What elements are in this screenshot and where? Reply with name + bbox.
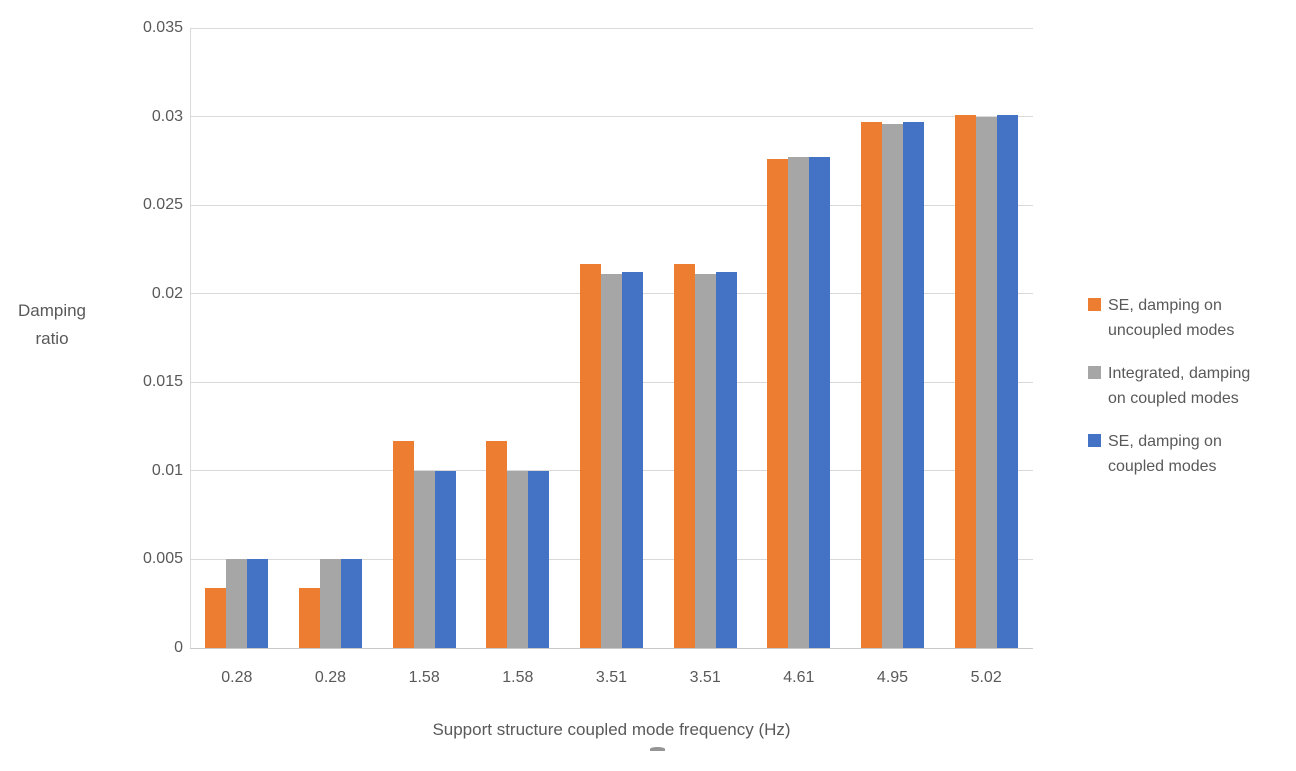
legend-swatch-icon: [1088, 366, 1101, 379]
bar-series2-group7: [788, 157, 810, 648]
x-tick-label: 5.02: [970, 669, 1002, 686]
legend-item-1: SE, damping on uncoupled modes: [1088, 293, 1293, 343]
y-tick-label: 0.02: [151, 284, 183, 302]
y-axis-line: [190, 28, 191, 648]
legend-label-line: uncoupled modes: [1108, 322, 1235, 339]
y-axis-title-line2: ratio: [35, 329, 69, 348]
y-tick-label: 0.01: [151, 461, 183, 479]
bar-series2-group2: [320, 559, 341, 648]
bar-series1-group6: [673, 263, 695, 648]
legend: SE, damping on uncoupled modes Integrated,…: [1088, 293, 1293, 497]
bar-series1-group8: [861, 121, 882, 648]
x-tick-label: 3.51: [689, 669, 721, 686]
bar-series3-group2: [341, 559, 362, 648]
x-tick-label: 4.95: [876, 669, 909, 686]
bar-series1-group9: [954, 114, 976, 648]
bar-series1-group3: [392, 440, 414, 648]
bar-series2-group1: [226, 559, 248, 648]
gridline-0.025: [190, 204, 1033, 206]
legend-item-2: Integrated, damping on coupled modes: [1088, 361, 1293, 411]
bar-series3-group4: [528, 470, 550, 648]
legend-label-line: Integrated, damping: [1108, 365, 1251, 382]
y-tick-label: 0.03: [151, 107, 183, 125]
x-tick-label: 4.61: [783, 669, 815, 686]
bar-series3-group6: [715, 272, 737, 648]
x-axis-line: [190, 648, 1033, 649]
legend-label-line: SE, damping on: [1108, 297, 1222, 314]
bar-series2-group5: [601, 274, 622, 648]
y-tick-label: 0: [174, 639, 183, 656]
bar-series1-group7: [767, 159, 789, 648]
bar-series3-group5: [622, 272, 643, 648]
legend-label: SE, damping on uncoupled modes: [1108, 293, 1234, 343]
legend-label: Integrated, damping on coupled modes: [1108, 361, 1250, 411]
x-axis-title: Support structure coupled mode frequency…: [432, 720, 791, 739]
bar-series2-group3: [413, 470, 435, 648]
bar-series1-group1: [205, 587, 227, 648]
x-tick-label: 1.58: [502, 669, 534, 686]
x-tick-label: 3.51: [595, 669, 628, 686]
legend-item-3: SE, damping on coupled modes: [1088, 429, 1293, 479]
bar-series1-group2: [299, 587, 320, 648]
bar-series1-group4: [486, 440, 508, 648]
x-tick-label: 0.28: [221, 669, 253, 686]
bar-series3-group9: [996, 114, 1018, 648]
legend-swatch-icon: [1088, 298, 1101, 311]
bar-series3-group8: [903, 121, 924, 648]
y-tick-label: 0.035: [142, 19, 183, 36]
legend-label: SE, damping on coupled modes: [1108, 429, 1222, 479]
x-tick-label: 1.58: [408, 669, 440, 686]
bar-series2-group6: [694, 274, 716, 648]
bar-series3-group7: [809, 157, 831, 648]
legend-swatch-icon: [1088, 434, 1101, 447]
bar-series3-group1: [247, 559, 269, 648]
y-tick-label: 0.005: [142, 550, 183, 568]
cropped-text-artifact: [650, 747, 665, 751]
bar-series1-group5: [580, 263, 601, 648]
bar-series2-group9: [975, 116, 997, 648]
x-tick-label: 0.28: [314, 669, 347, 686]
y-tick-label: 0.025: [142, 196, 183, 214]
y-tick-label: 0.015: [142, 373, 183, 391]
bar-series3-group3: [434, 470, 456, 648]
bar-series2-group8: [882, 123, 903, 648]
legend-label-line: SE, damping on: [1108, 433, 1222, 450]
legend-label-line: coupled modes: [1108, 458, 1217, 475]
y-axis-title: Damping ratio: [2, 297, 102, 353]
gridline-0.035: [190, 27, 1033, 29]
gridline-0.03: [190, 116, 1033, 118]
bar-series2-group4: [507, 470, 529, 648]
legend-label-line: on coupled modes: [1108, 390, 1239, 407]
y-axis-title-line1: Damping: [17, 301, 87, 320]
